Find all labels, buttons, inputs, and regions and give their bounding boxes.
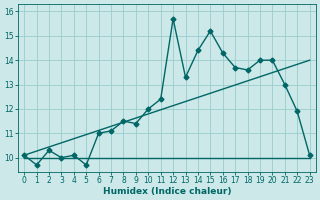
X-axis label: Humidex (Indice chaleur): Humidex (Indice chaleur)	[103, 187, 231, 196]
